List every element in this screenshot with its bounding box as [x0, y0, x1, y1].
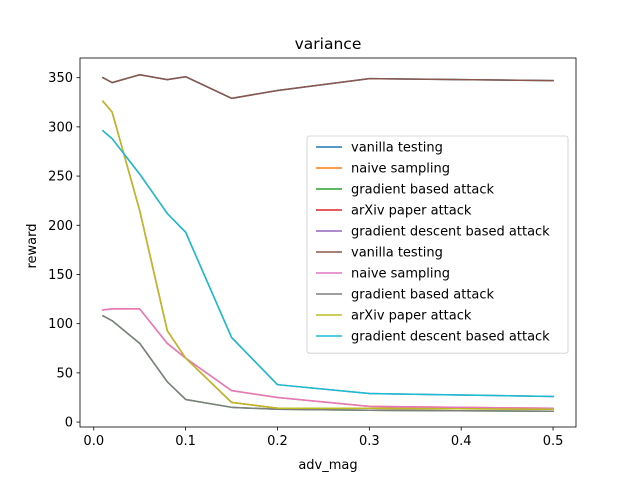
legend-entry: arXiv paper attack [351, 204, 472, 219]
legend-entry: naive sampling [351, 162, 450, 177]
x-tick-label: 0.3 [359, 434, 380, 449]
legend-entry: vanilla testing [351, 246, 443, 261]
y-tick-label: 350 [48, 71, 73, 86]
y-tick-label: 100 [48, 317, 73, 332]
y-tick-label: 50 [56, 366, 73, 381]
series-line-10 [101, 129, 554, 398]
series-line-1 [101, 73, 554, 100]
legend-entry: vanilla testing [351, 141, 443, 156]
x-tick-label: 0.4 [451, 434, 472, 449]
axes: 0.0 0.1 0.2 0.3 0.4 0.5 0 50 100 150 200 250 300 350 [48, 57, 577, 449]
y-tick-label: 200 [48, 219, 73, 234]
legend-entry: arXiv paper attack [351, 309, 472, 324]
x-tick-label: 0.2 [267, 434, 288, 449]
legend: vanilla testing naive sampling gradient ba… [306, 135, 569, 354]
legend-entry: gradient descent based attack [351, 225, 550, 240]
y-tick-label: 150 [48, 268, 73, 283]
legend-entry: gradient descent based attack [351, 330, 550, 345]
y-tick-label: 0 [65, 416, 73, 431]
x-tick-label: 0.1 [175, 434, 196, 449]
plot-lines [101, 73, 554, 413]
series-line-8 [101, 314, 554, 413]
chart-title: variance [295, 35, 362, 53]
legend-entry: naive sampling [351, 267, 450, 282]
series-line-9 [101, 100, 554, 411]
y-axis-label: reward [25, 223, 40, 268]
x-tick-label: 0.5 [543, 434, 564, 449]
legend-entry: gradient based attack [351, 183, 495, 198]
x-tick-label: 0.0 [83, 434, 104, 449]
plot-frame [79, 57, 577, 428]
x-axis-label: adv_mag [298, 458, 357, 473]
legend-box [306, 135, 569, 354]
y-tick-label: 250 [48, 170, 73, 185]
legend-entry: gradient based attack [351, 288, 495, 303]
series-line-6 [101, 73, 554, 100]
y-tick-label: 300 [48, 120, 73, 135]
